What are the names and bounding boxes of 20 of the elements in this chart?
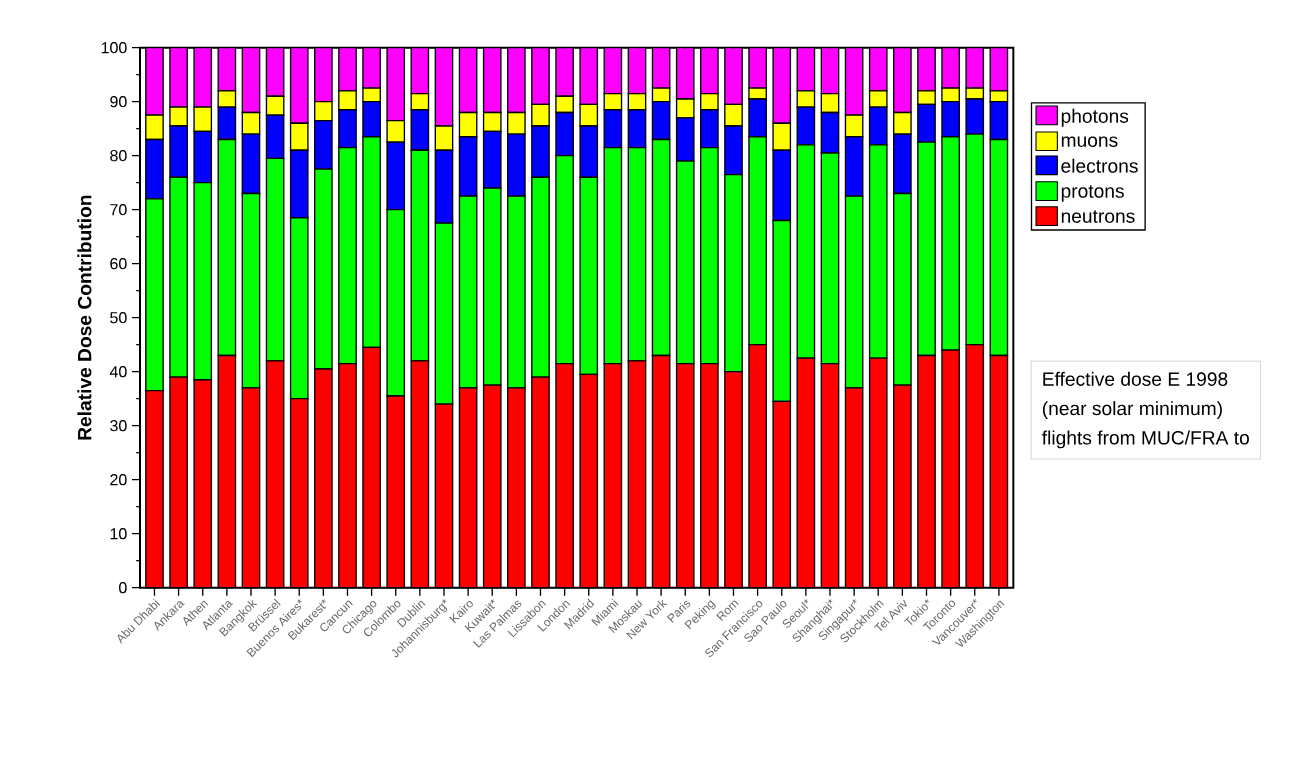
text: (near solar minimum) <box>1042 401 1222 420</box>
y-tick-label: 90 <box>110 96 127 108</box>
y-tick-label: 40 <box>109 366 127 378</box>
y-tick-label: 30 <box>110 420 127 432</box>
legend-label: protons <box>1061 185 1124 202</box>
y-tick-label: 80 <box>110 150 127 162</box>
legend-label: muons <box>1061 136 1118 147</box>
legend-label: neutrons <box>1061 210 1135 223</box>
text: Effective dose E 1998 <box>1043 371 1228 386</box>
y-tick-label: 0 <box>119 582 127 594</box>
text: flights from MUC/FRA to <box>1042 430 1249 449</box>
y-tick-label: 50 <box>110 312 127 324</box>
y-tick-label: 10 <box>110 528 127 540</box>
y-tick-label: 100 <box>101 42 127 54</box>
y-tick-label: 60 <box>110 258 127 270</box>
legend-label: photons <box>1061 108 1129 127</box>
y-tick-label: 20 <box>110 474 127 486</box>
legend-label: electrons <box>1061 158 1138 173</box>
y-axis-title: Relative Dose Contribution <box>77 195 92 440</box>
y-tick-label: 70 <box>110 204 127 216</box>
